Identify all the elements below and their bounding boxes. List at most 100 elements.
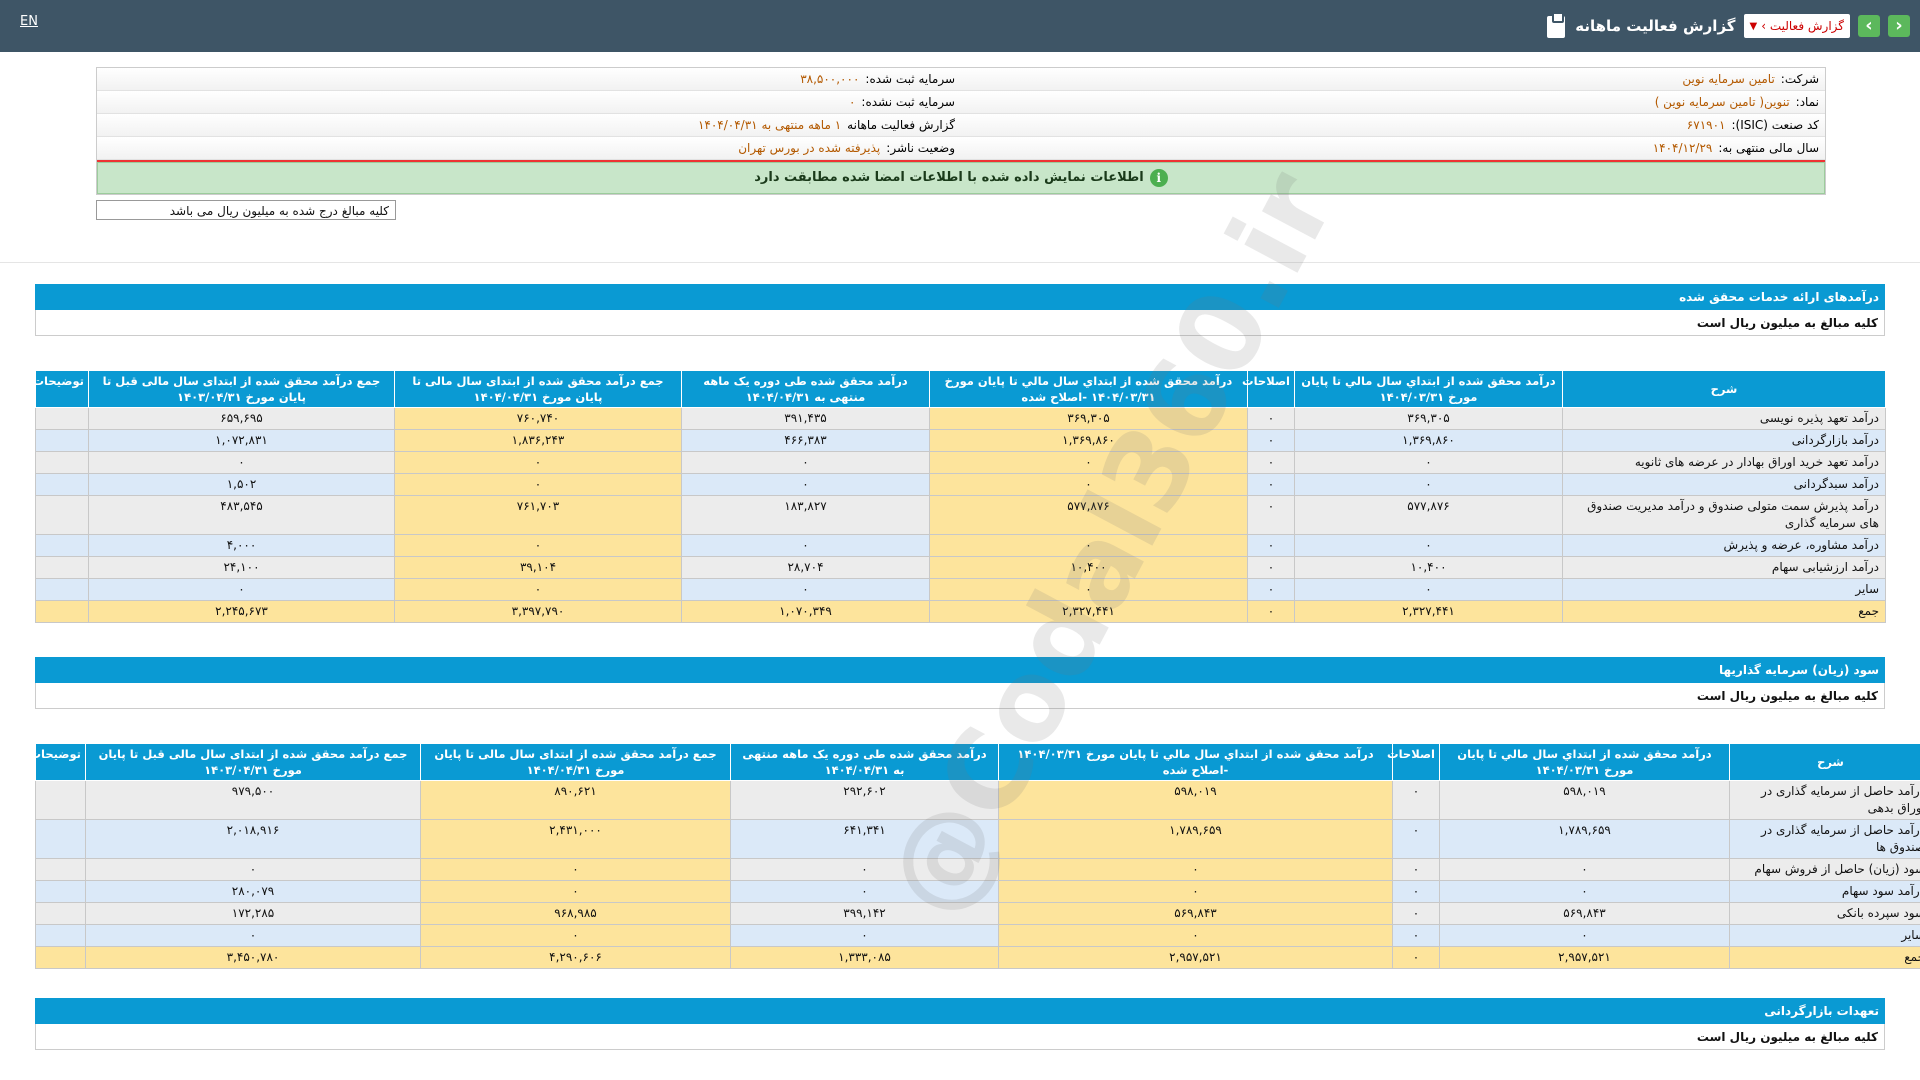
table-cell: ۰	[1392, 819, 1440, 859]
table-cell: ۹۷۹,۵۰۰	[85, 780, 421, 820]
table-cell: ۱,۳۶۹,۸۶۰	[929, 429, 1248, 452]
table-cell: ۱,۸۳۶,۲۴۳	[394, 429, 682, 452]
table-cell	[35, 858, 86, 881]
table-cell: ۲۹۲,۶۰۲	[730, 780, 999, 820]
table-header-row: شرح درآمد محقق شده از ابتداي سال مالي تا …	[30, 743, 1920, 781]
table-cell	[35, 495, 89, 535]
column-header: جمع درآمد محقق شده از ابتدای سال مالی قب…	[85, 743, 421, 781]
table-cell	[35, 600, 89, 623]
table-cell: ۰	[681, 534, 930, 557]
table-row: درآمد حاصل از سرمایه گذاری در صندوق ها۱,…	[35, 819, 1920, 859]
section-unit-note: کلیه مبالغ به میلیون ریال است	[35, 1024, 1885, 1050]
table-cell: ۱,۷۸۹,۶۵۹	[1439, 819, 1730, 859]
table-cell: ۱,۰۷۰,۳۴۹	[681, 600, 930, 623]
table-cell: ۱۷۲,۲۸۵	[85, 902, 421, 925]
info-row: نماد: تنوین( تامین سرمایه نوین ) سرمایه ث…	[97, 91, 1825, 114]
services-revenue-table: شرح درآمد محقق شده از ابتداي سال مالي تا …	[33, 370, 1886, 623]
report-type-label: گزارش فعالیت ›	[1761, 19, 1844, 33]
isic-label: کد صنعت (ISIC):	[1731, 118, 1819, 132]
table-cell: ۵۶۹,۸۴۳	[998, 902, 1393, 925]
table-cell: ۰	[420, 924, 731, 947]
table-cell	[35, 924, 86, 947]
table-row: سود (زیان) حاصل از فروش سهام ۰ ۰ ۰ ۰ ۰ ۰	[35, 858, 1920, 881]
row-description: سود سپرده بانکی	[1729, 902, 1920, 925]
info-row: شرکت: تامین سرمایه نوین سرمایه ثبت شده: ۳۸…	[97, 68, 1825, 91]
table-cell: ۰	[394, 473, 682, 496]
table-cell: ۰	[1294, 473, 1563, 496]
table-cell: ۲۴,۱۰۰	[88, 556, 395, 579]
table-cell	[35, 902, 86, 925]
table-cell: ۰	[1439, 858, 1730, 881]
investment-income-table: شرح درآمد محقق شده از ابتداي سال مالي تا …	[30, 743, 1920, 969]
table-cell: ۱۸۳,۸۲۷	[681, 495, 930, 535]
report-type-select[interactable]: گزارش فعالیت › ▼	[1743, 14, 1850, 38]
row-description: درآمد حاصل از سرمایه گذاری در صندوق ها	[1729, 819, 1920, 859]
previous-button[interactable]: ›	[1858, 15, 1880, 37]
table-cell: ۰	[1247, 600, 1295, 623]
table-row: درآمد تعهد پذیره نویسی ۳۶۹,۳۰۵ ۰ ۳۶۹,۳۰۵ ۳۹۱…	[35, 407, 1886, 430]
table-cell: ۰	[1294, 451, 1563, 474]
chevron-down-icon: ▼	[1749, 20, 1758, 32]
divider	[0, 262, 1920, 263]
chevron-right-icon: ›	[1865, 15, 1873, 36]
column-header: شرح	[1562, 370, 1886, 408]
fiscal-year-value: ۱۴۰۴/۱۲/۲۹	[1652, 141, 1713, 155]
table-cell	[35, 429, 89, 452]
section-title: تعهدات بازارگردانی	[35, 998, 1885, 1024]
symbol-label: نماد:	[1795, 95, 1819, 109]
table-cell: ۰	[1392, 924, 1440, 947]
table-cell: ۰	[681, 473, 930, 496]
fiscal-year-label: سال مالی منتهی به:	[1718, 141, 1819, 155]
page-title: گزارش فعالیت ماهانه	[1575, 17, 1736, 35]
section-title: درآمدهای ارائه خدمات محقق شده	[35, 284, 1885, 310]
row-description: درآمد مشاوره، عرضه و پذیرش	[1562, 534, 1886, 557]
table-cell: ۰	[88, 578, 395, 601]
column-header: توضیحات	[33, 370, 89, 408]
capital-registered-value: ۳۸,۵۰۰,۰۰۰	[800, 72, 860, 86]
company-label: شرکت:	[1780, 72, 1819, 86]
table-cell: ۷۶۰,۷۴۰	[394, 407, 682, 430]
column-header: شرح	[1729, 743, 1920, 781]
table-cell: ۰	[1392, 902, 1440, 925]
row-description: درآمد ارزشیابی سهام	[1562, 556, 1886, 579]
table-cell: ۰	[929, 451, 1248, 474]
table-cell: ۳۹,۱۰۴	[394, 556, 682, 579]
table-cell	[35, 780, 86, 820]
table-cell	[35, 473, 89, 496]
table-cell: ۰	[998, 880, 1393, 903]
table-cell: ۰	[85, 924, 421, 947]
next-button[interactable]: ‹	[1888, 15, 1910, 37]
total-row: جمع۲,۹۵۷,۵۲۱۰۲,۹۵۷,۵۲۱۱,۳۳۳,۰۸۵۴,۲۹۰,۶۰۶…	[35, 946, 1920, 969]
verification-notice: i اطلاعات نمایش داده شده با اطلاعات امضا …	[97, 162, 1825, 194]
table-cell: ۴۸۳,۵۴۵	[88, 495, 395, 535]
table-cell: ۷۶۱,۷۰۳	[394, 495, 682, 535]
table-cell: ۹۶۸,۹۸۵	[420, 902, 731, 925]
publisher-status-label: وضعیت ناشر:	[886, 141, 955, 155]
table-row: درآمد پذیرش سمت متولی صندوق و درآمد مدیر…	[35, 495, 1886, 535]
language-toggle[interactable]: EN	[20, 14, 38, 29]
row-description: سود (زیان) حاصل از فروش سهام	[1729, 858, 1920, 881]
table-row: درآمد سود سهام ۰ ۰ ۰ ۰ ۰ ۲۸۰,۰۷۹	[35, 880, 1920, 903]
row-description: درآمد بازارگردانی	[1562, 429, 1886, 452]
table-cell: ۵۷۷,۸۷۶	[1294, 495, 1563, 535]
table-cell	[35, 407, 89, 430]
table-cell: ۲,۹۵۷,۵۲۱	[1439, 946, 1730, 969]
row-description: درآمد حاصل از سرمایه گذاری در اوراق بدهی	[1729, 780, 1920, 820]
table-cell	[35, 819, 86, 859]
table-cell: ۰	[929, 578, 1248, 601]
table-cell: ۰	[1247, 578, 1295, 601]
table-cell: ۰	[1247, 473, 1295, 496]
table-cell: ۲,۹۵۷,۵۲۱	[998, 946, 1393, 969]
table-cell: ۵۶۹,۸۴۳	[1439, 902, 1730, 925]
table-row: درآمد بازارگردانی ۱,۳۶۹,۸۶۰ ۰ ۱,۳۶۹,۸۶۰ ۴۶۶,…	[35, 429, 1886, 452]
table-cell: ۰	[1294, 578, 1563, 601]
column-header: درآمد محقق شده از ابتداي سال مالي تا پاي…	[998, 743, 1393, 781]
column-header: درآمد محقق شده از ابتداي سال مالي تا پاي…	[1439, 743, 1730, 781]
capital-unregistered-label: سرمایه ثبت نشده:	[861, 95, 955, 109]
publisher-status-value: پذیرفته شده در بورس تهران	[738, 141, 881, 155]
row-description: درآمد تعهد پذیره نویسی	[1562, 407, 1886, 430]
table-cell: ۰	[85, 858, 421, 881]
verification-notice-text: اطلاعات نمایش داده شده با اطلاعات امضا ش…	[754, 170, 1144, 185]
top-bar: EN گزارش فعالیت ماهانه گزارش فعالیت › ▼ …	[0, 0, 1920, 52]
clipboard-icon	[1545, 12, 1567, 40]
